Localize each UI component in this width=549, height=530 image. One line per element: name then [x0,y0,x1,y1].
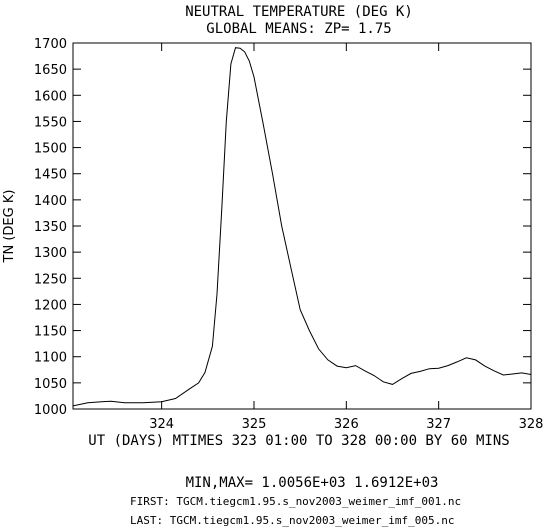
y-tick-label: 1550 [34,115,67,130]
chart-subtitle: GLOBAL MEANS: ZP= 1.75 [206,21,391,37]
x-tick-label: 327 [426,417,451,432]
last-file-label: LAST: TGCM.tiegcm1.95.s_nov2003_weimer_i… [130,514,455,527]
x-tick-label: 328 [519,417,544,432]
x-tick-label: 326 [334,417,359,432]
y-axis-label: TN (DEG K) [2,190,17,264]
x-tick-label: 325 [242,417,267,432]
y-tick-label: 1350 [34,220,67,235]
x-axis: 324 325 326 327 328 [149,43,543,432]
temperature-series-line [72,47,532,407]
y-tick-label: 1450 [34,168,67,183]
y-tick-label: 1700 [34,37,67,52]
y-tick-label: 1150 [34,325,67,340]
x-axis-label: UT (DAYS) MTIMES 323 01:00 TO 328 00:00 … [88,433,509,449]
y-tick-label: 1250 [34,272,67,287]
first-file-label: FIRST: TGCM.tiegcm1.95.s_nov2003_weimer_… [130,495,461,508]
y-axis: 1000 1050 1100 1150 1200 1250 1300 1350 1400 1450… [34,37,531,418]
y-tick-label: 1050 [34,377,67,392]
min-max-readout: MIN,MAX= 1.0056E+03 1.6912E+03 [186,475,439,491]
y-tick-label: 1400 [34,194,67,209]
y-tick-label: 1000 [34,403,67,418]
chart-title: NEUTRAL TEMPERATURE (DEG K) [185,4,413,20]
y-tick-label: 1200 [34,298,67,313]
y-tick-label: 1100 [34,351,67,366]
y-tick-label: 1600 [34,89,67,104]
y-tick-label: 1500 [34,142,67,157]
plot-frame [72,42,532,410]
x-tick-label: 324 [149,417,174,432]
y-tick-label: 1650 [34,63,67,78]
y-tick-label: 1300 [34,246,67,261]
